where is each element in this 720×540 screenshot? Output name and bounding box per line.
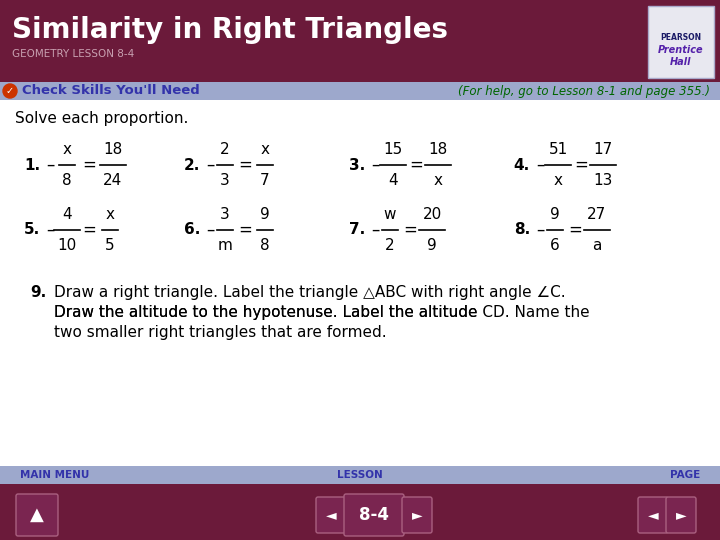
Text: Draw the altitude to the hypotenuse. Label the altitude: Draw the altitude to the hypotenuse. Lab… (54, 305, 482, 320)
Text: ►: ► (412, 508, 423, 522)
Text: 4: 4 (388, 173, 398, 188)
Text: =: = (409, 156, 423, 174)
Text: 8.: 8. (514, 222, 530, 238)
Text: 7.: 7. (348, 222, 365, 238)
Text: PAGE: PAGE (670, 470, 700, 480)
Text: 3: 3 (220, 207, 230, 222)
Text: 7: 7 (260, 173, 270, 188)
Text: =: = (568, 221, 582, 239)
FancyBboxPatch shape (0, 82, 720, 100)
Text: Solve each proportion.: Solve each proportion. (15, 111, 189, 125)
Text: 3.: 3. (348, 158, 365, 172)
Text: PEARSON: PEARSON (660, 32, 701, 42)
Text: =: = (403, 221, 417, 239)
Text: 2: 2 (220, 142, 230, 157)
Text: 17: 17 (593, 142, 613, 157)
Text: –: – (371, 221, 379, 239)
Text: 27: 27 (588, 207, 607, 222)
FancyBboxPatch shape (344, 494, 404, 536)
Text: ◄: ◄ (325, 508, 336, 522)
Text: –: – (206, 156, 214, 174)
Text: Similarity in Right Triangles: Similarity in Right Triangles (12, 16, 448, 44)
Text: x: x (106, 207, 114, 222)
Text: two smaller right triangles that are formed.: two smaller right triangles that are for… (54, 325, 387, 340)
Text: 9: 9 (260, 207, 270, 222)
Text: –: – (536, 156, 544, 174)
Text: 3: 3 (220, 173, 230, 188)
Text: 20: 20 (423, 207, 441, 222)
Text: x: x (261, 142, 269, 157)
Text: 9.: 9. (30, 285, 46, 300)
Text: –: – (206, 221, 214, 239)
Text: =: = (82, 156, 96, 174)
Text: =: = (238, 221, 252, 239)
Text: 8: 8 (260, 238, 270, 253)
Text: 6.: 6. (184, 222, 200, 238)
Text: 5: 5 (105, 238, 114, 253)
FancyBboxPatch shape (316, 497, 346, 533)
Text: x: x (63, 142, 71, 157)
FancyBboxPatch shape (0, 0, 720, 82)
Text: (For help, go to Lesson 8-1 and page 355.): (For help, go to Lesson 8-1 and page 355… (458, 84, 710, 98)
Text: 4: 4 (62, 207, 72, 222)
Text: a: a (593, 238, 602, 253)
FancyBboxPatch shape (666, 497, 696, 533)
Text: 18: 18 (428, 142, 448, 157)
Text: 15: 15 (383, 142, 402, 157)
Text: m: m (217, 238, 233, 253)
Text: 51: 51 (549, 142, 567, 157)
FancyBboxPatch shape (16, 494, 58, 536)
Text: –: – (371, 156, 379, 174)
Text: 5.: 5. (24, 222, 40, 238)
Text: x: x (554, 173, 562, 188)
Text: ►: ► (675, 508, 686, 522)
Text: x: x (433, 173, 443, 188)
Text: 9: 9 (550, 207, 560, 222)
Text: 1.: 1. (24, 158, 40, 172)
Circle shape (3, 84, 17, 98)
Text: Check Skills You'll Need: Check Skills You'll Need (22, 84, 199, 98)
Text: LESSON: LESSON (337, 470, 383, 480)
Text: =: = (574, 156, 588, 174)
FancyBboxPatch shape (638, 497, 668, 533)
Text: Hall: Hall (670, 57, 692, 67)
Text: 24: 24 (104, 173, 122, 188)
FancyBboxPatch shape (648, 6, 714, 78)
Text: 8: 8 (62, 173, 72, 188)
Text: Draw the altitude to the hypotenuse. Label the altitude CD. Name the: Draw the altitude to the hypotenuse. Lab… (54, 305, 590, 320)
Text: GEOMETRY LESSON 8-4: GEOMETRY LESSON 8-4 (12, 49, 134, 59)
Text: ✓: ✓ (6, 86, 14, 96)
Text: –: – (46, 156, 54, 174)
Text: 2: 2 (385, 238, 395, 253)
Text: 2.: 2. (184, 158, 200, 172)
Text: ▲: ▲ (30, 506, 44, 524)
FancyBboxPatch shape (0, 466, 720, 484)
Text: 13: 13 (593, 173, 613, 188)
Text: 4.: 4. (514, 158, 530, 172)
Text: 6: 6 (550, 238, 560, 253)
Text: 10: 10 (58, 238, 76, 253)
Text: w: w (384, 207, 396, 222)
Text: 18: 18 (104, 142, 122, 157)
Text: –: – (536, 221, 544, 239)
Text: =: = (238, 156, 252, 174)
Text: 9: 9 (427, 238, 437, 253)
Text: =: = (82, 221, 96, 239)
FancyBboxPatch shape (0, 484, 720, 540)
Text: ◄: ◄ (648, 508, 658, 522)
Text: –: – (46, 221, 54, 239)
FancyBboxPatch shape (0, 100, 720, 540)
Text: MAIN MENU: MAIN MENU (20, 470, 89, 480)
Text: Draw a right triangle. Label the triangle △ABC with right angle ∠C.: Draw a right triangle. Label the triangl… (54, 285, 566, 300)
Text: 8-4: 8-4 (359, 506, 389, 524)
FancyBboxPatch shape (402, 497, 432, 533)
Text: Prentice: Prentice (658, 45, 704, 55)
